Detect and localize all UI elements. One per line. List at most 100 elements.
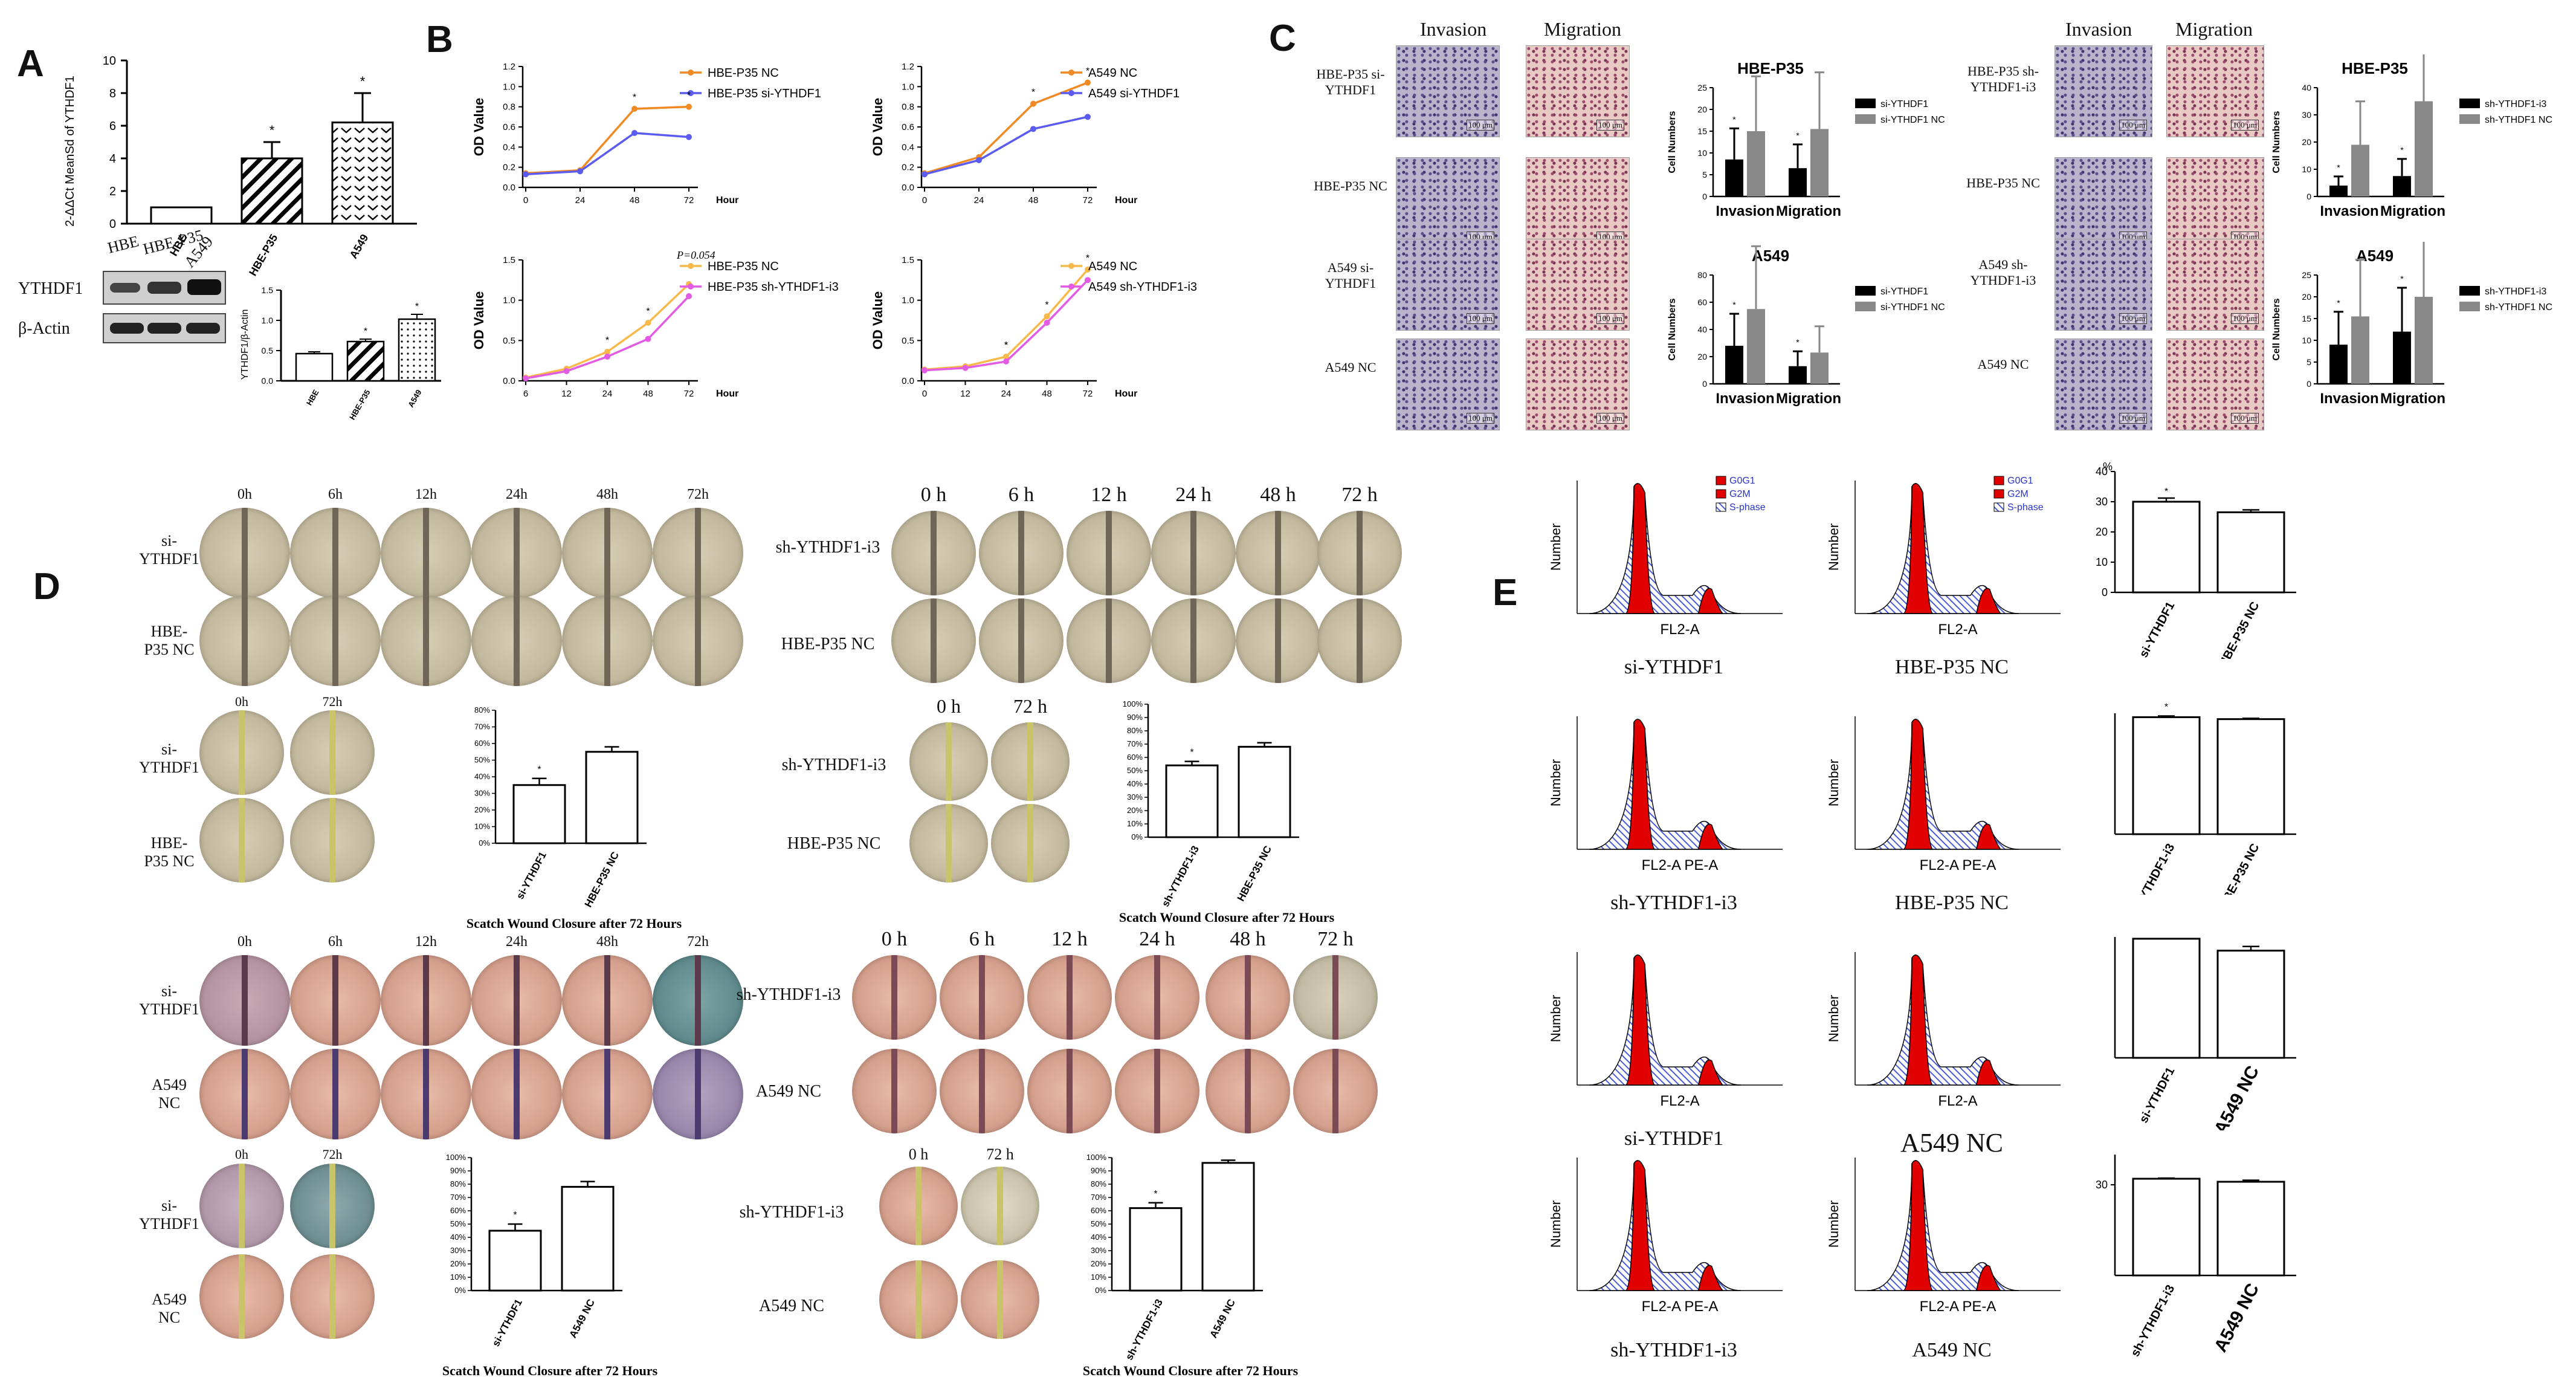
wound-line (514, 1049, 520, 1139)
e-g0g1-peak (1903, 719, 1934, 850)
e-ylabel: Number (1548, 523, 1563, 571)
c-bar (1725, 159, 1743, 196)
d-ytick: 60% (450, 1206, 466, 1215)
b-ytick: 0.8 (902, 102, 914, 112)
e-star: * (2164, 487, 2168, 497)
b-xtick: 48 (643, 389, 653, 399)
svg-text:*: * (1004, 340, 1008, 351)
b-xtick: 12 (960, 389, 970, 399)
d-cat: si-YTHDF1 (490, 1297, 525, 1349)
qpcr-ylabel: 2-ΔΔCt MeanSd of YTHDF1 (63, 76, 77, 227)
wound-line (242, 1049, 248, 1139)
wound-line (329, 710, 335, 795)
wound-line (1067, 1049, 1073, 1133)
d-bar (1129, 1207, 1183, 1292)
d-row-label: HBE-P35 NC (144, 623, 195, 658)
wb-row-ythdf1: YTHDF1 (18, 279, 83, 298)
d-well (1317, 511, 1402, 595)
c-star: * (1796, 131, 1800, 140)
d-well (1206, 955, 1290, 1040)
c-bar (1725, 346, 1743, 384)
d-well (290, 1049, 381, 1139)
d-ytick: 10% (1127, 819, 1143, 828)
d-well (471, 595, 562, 686)
wound-line (604, 1049, 610, 1139)
d-ytick: 30% (450, 1246, 466, 1255)
qpcr-star: * (360, 74, 366, 89)
e-g2m-peak (1697, 1059, 1724, 1086)
c-ytick: 20 (1697, 352, 1707, 361)
c-ylabel: Cell Numbers (1667, 298, 1677, 360)
e-g2m-peak (1975, 823, 2002, 850)
e-xlabel: FL2-A PE-A (1642, 857, 1719, 873)
d-time-label: 24h (506, 934, 528, 950)
b-point (1003, 354, 1009, 360)
b-ylabel: OD Value (870, 291, 885, 350)
b-star: * (1086, 66, 1089, 77)
c-group-label: Migration (1776, 203, 1841, 219)
d-chart-title: Scatch Wound Closure after 72 Hours (1119, 910, 1335, 925)
c-bar (2329, 186, 2348, 196)
d-well (979, 598, 1064, 683)
e-s-phase (1589, 954, 1741, 1086)
e-legend: G0G1 (2007, 476, 2033, 486)
d-well (1236, 511, 1320, 595)
scale-bar: 100 μm (1596, 413, 1624, 424)
c-bar (2415, 101, 2433, 196)
d-star: * (1190, 748, 1193, 758)
e-bar (2216, 1181, 2285, 1277)
d-short-time: 72 h (1013, 695, 1047, 717)
e-xlabel: FL2-A (1660, 1093, 1699, 1109)
b-ytick: 0.2 (503, 163, 515, 173)
wb-band-actin (103, 313, 226, 343)
d-well (891, 511, 976, 595)
e-s-phase (1867, 954, 2019, 1086)
b-xtick: 12 (561, 389, 572, 399)
b-xtick: 48 (1042, 389, 1052, 399)
c-star: * (2337, 163, 2340, 172)
wound-line (891, 955, 897, 1040)
b-point (577, 168, 583, 175)
c-img-migration-left: 100 μm (1526, 239, 1630, 331)
e-ytick: 0 (2102, 586, 2108, 598)
d-well (290, 710, 375, 795)
d-short-time: 0h (235, 694, 248, 709)
c-star: * (1732, 114, 1736, 124)
d-well (199, 1254, 284, 1339)
d-ytick: 70% (1091, 1193, 1106, 1202)
e-bar (2132, 716, 2201, 835)
wound-line (239, 798, 245, 883)
e-cat: HBE-P35 NC (2216, 600, 2262, 659)
b-star: * (646, 306, 650, 317)
b-point (686, 293, 692, 299)
d-time-label: 12 h (1051, 928, 1088, 950)
b-ylabel: OD Value (471, 291, 486, 350)
b-ytick: 1.5 (503, 255, 515, 265)
b-legend: A549 NC (1088, 66, 1137, 80)
e-flow-histogram: Number FL2-A (1548, 952, 1783, 1109)
c-ytick: 80 (1697, 270, 1707, 280)
d-row-label: A549 NC (755, 1082, 822, 1101)
d-cat: sh-YTHDF1-i3 (1123, 1297, 1165, 1362)
d-ytick: 40% (450, 1233, 466, 1242)
d-well (471, 955, 562, 1046)
wound-line (1154, 955, 1160, 1040)
scale-bar: 100 μm (1467, 413, 1494, 424)
qpcr-cat: A549 (347, 232, 371, 261)
wb-ytick: 1.5 (262, 285, 274, 295)
d-well (381, 508, 471, 598)
e-flow-histogram: Number FL2-A PE-A (1548, 716, 1783, 873)
c-star: * (1732, 300, 1736, 309)
b-point (645, 320, 651, 326)
c-img-migration-right: 100 μm (2166, 339, 2264, 430)
c-group-label: Migration (2380, 203, 2445, 219)
c-ytick: 20 (1697, 105, 1707, 114)
e-xlabel: FL2-A (1660, 621, 1699, 638)
scale-bar: 100 μm (2231, 313, 2259, 324)
e-g2m-peak (1975, 1265, 2002, 1291)
d-well (1027, 1049, 1112, 1133)
e-g2m-peak (1697, 823, 1724, 850)
c-bar (1789, 366, 1807, 384)
b-xtick: 0 (523, 195, 528, 206)
b-ytick: 0.2 (902, 163, 914, 173)
